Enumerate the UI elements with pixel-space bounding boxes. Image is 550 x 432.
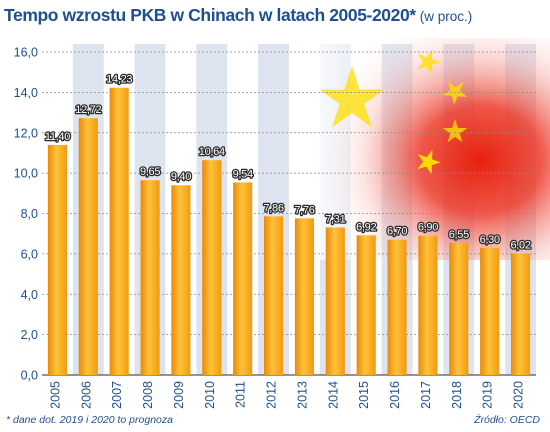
x-tick-label: 2015 [357, 381, 371, 409]
x-tick-label: 2014 [326, 381, 340, 409]
value-label: 7,76 [294, 204, 314, 216]
flag-star-icon [417, 149, 441, 175]
y-tick-label: 4,0 [21, 288, 38, 302]
x-tick-label: 2013 [295, 381, 309, 409]
bar [233, 182, 253, 375]
bar [47, 144, 68, 375]
x-tick-label: 2020 [512, 381, 526, 409]
chart-subtitle: (w proc.) [419, 9, 473, 24]
value-label: 6,55 [449, 229, 469, 241]
value-label: 9,65 [140, 166, 160, 178]
y-tick-label: 16,0 [14, 46, 38, 60]
chart-title: Tempo wzrostu PKB w Chinach w latach 200… [4, 5, 416, 25]
value-label: 7,86 [263, 202, 283, 214]
bar [480, 247, 500, 375]
y-tick-label: 8,0 [21, 207, 38, 221]
chart-title-block: Tempo wzrostu PKB w Chinach w latach 200… [4, 5, 472, 26]
y-tick-label: 6,0 [21, 247, 38, 261]
value-labels: 11,40 12,72 14,23 9,65 9,40 10,64 9,54 7,86 7,76… [44, 72, 533, 252]
x-tick-label: 2019 [481, 381, 495, 409]
x-tick-label: 2018 [450, 381, 464, 409]
value-label: 9,54 [233, 168, 253, 180]
x-tick-label: 2011 [234, 381, 248, 408]
value-label: 9,40 [171, 171, 191, 183]
value-label: 7,31 [325, 213, 345, 225]
value-label: 6,30 [480, 234, 500, 246]
bar [356, 235, 376, 375]
value-label: 12,72 [75, 104, 101, 116]
bar [263, 216, 284, 375]
x-tick-label: 2007 [110, 381, 124, 409]
x-tick-label: 2017 [419, 381, 433, 409]
y-tick-label: 14,0 [14, 86, 38, 100]
bar [449, 242, 469, 375]
y-tick-label: 0,0 [21, 369, 38, 383]
bar [418, 235, 438, 375]
flag-star-icon [442, 119, 468, 143]
bar [202, 160, 222, 375]
value-label: 11,40 [45, 131, 70, 143]
bar [325, 227, 345, 375]
flag-star-icon [442, 81, 468, 105]
bars [47, 87, 531, 375]
x-tick-label: 2008 [141, 381, 155, 409]
bar [294, 218, 315, 375]
value-label: 14,23 [106, 74, 132, 86]
x-tick-label: 2009 [172, 381, 186, 409]
china-flag-decoration [300, 38, 550, 260]
value-label: 6,92 [356, 221, 376, 233]
y-tick-label: 2,0 [21, 328, 38, 342]
flag-fade [300, 38, 550, 260]
x-tick-label: 2010 [203, 381, 217, 409]
value-label: 6,70 [387, 226, 407, 238]
flag-star-icon [417, 49, 441, 75]
source-note: Źródło: OECD [474, 414, 540, 426]
y-tick-label: 12,0 [14, 126, 38, 140]
x-tick-label: 2012 [265, 381, 279, 409]
y-tick-label: 10,0 [14, 167, 38, 181]
x-axis: 2005 2006 2007 2008 2009 2010 2011 2012 2013 2014… [48, 381, 525, 409]
bar [387, 239, 407, 375]
x-tick-label: 2005 [48, 381, 62, 409]
bar [109, 87, 129, 375]
bar [510, 253, 531, 375]
x-tick-label: 2016 [388, 381, 402, 409]
flag-star-icon [319, 66, 385, 128]
value-label: 10,64 [199, 146, 225, 158]
value-label: 6,02 [510, 239, 530, 251]
x-tick-label: 2006 [79, 381, 93, 409]
bar [171, 185, 191, 375]
bar [78, 118, 98, 375]
value-label: 6,90 [418, 222, 438, 234]
bar [140, 180, 160, 375]
footnote: * dane dot. 2019 i 2020 to prognoza [6, 414, 173, 426]
y-axis: 0,0 2,0 4,0 6,0 8,0 10,0 12,0 14,0 16,0 [14, 46, 38, 383]
